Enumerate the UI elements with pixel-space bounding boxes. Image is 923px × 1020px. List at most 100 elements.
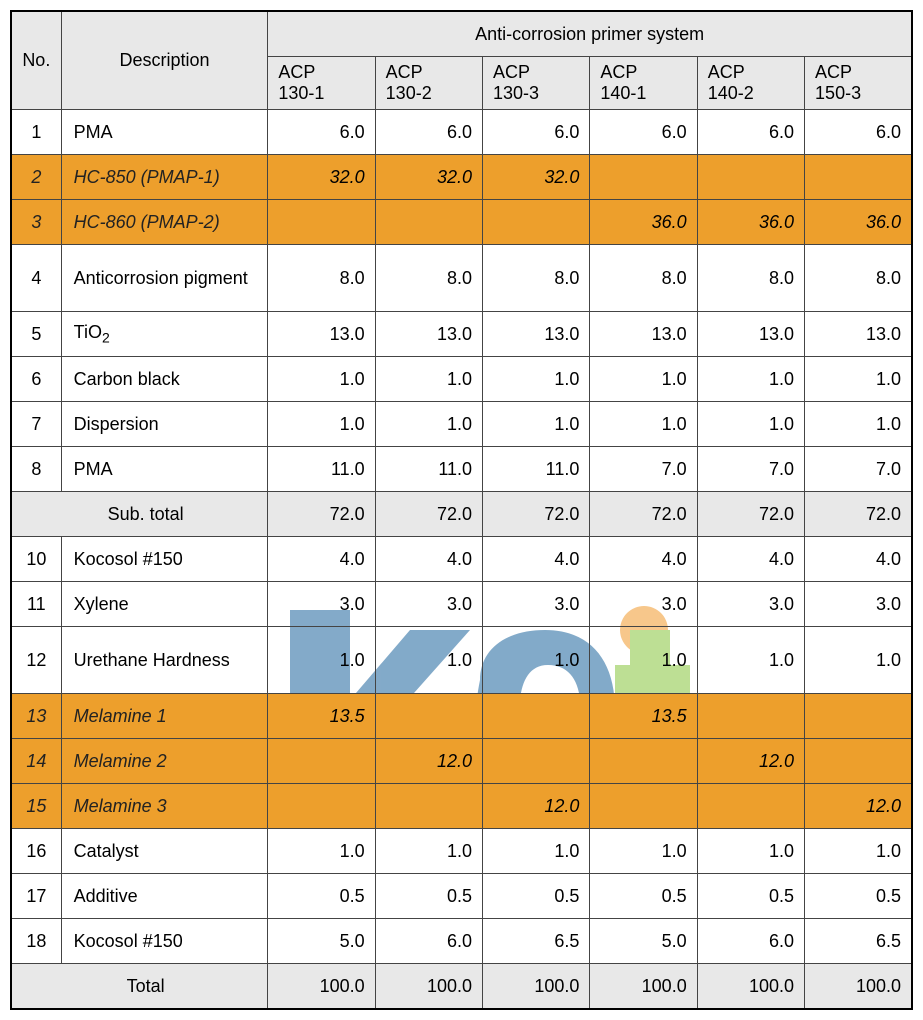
cell-value: 1.0 bbox=[375, 627, 482, 694]
row-desc: Urethane Hardness bbox=[61, 627, 268, 694]
cell-value: 1.0 bbox=[375, 829, 482, 874]
cell-value: 32.0 bbox=[268, 155, 375, 200]
table-row: 10Kocosol #1504.04.04.04.04.04.0 bbox=[11, 537, 912, 582]
header-col-0: ACP130-1 bbox=[268, 57, 375, 110]
cell-value: 6.5 bbox=[805, 919, 912, 964]
cell-value: 3.0 bbox=[697, 582, 804, 627]
row-desc: HC-860 (PMAP-2) bbox=[61, 200, 268, 245]
row-no: 8 bbox=[11, 447, 61, 492]
cell-value: 3.0 bbox=[805, 582, 912, 627]
row-label: Total bbox=[11, 964, 268, 1010]
cell-value: 1.0 bbox=[697, 402, 804, 447]
row-label: Sub. total bbox=[11, 492, 268, 537]
cell-value: 7.0 bbox=[697, 447, 804, 492]
cell-value bbox=[590, 739, 697, 784]
cell-value: 100.0 bbox=[375, 964, 482, 1010]
cell-value: 1.0 bbox=[375, 402, 482, 447]
table-row: 7Dispersion1.01.01.01.01.01.0 bbox=[11, 402, 912, 447]
cell-value: 1.0 bbox=[697, 357, 804, 402]
cell-value bbox=[375, 694, 482, 739]
cell-value: 1.0 bbox=[590, 627, 697, 694]
cell-value: 72.0 bbox=[483, 492, 590, 537]
row-desc: Catalyst bbox=[61, 829, 268, 874]
cell-value: 1.0 bbox=[697, 829, 804, 874]
cell-value: 0.5 bbox=[375, 874, 482, 919]
cell-value: 36.0 bbox=[590, 200, 697, 245]
table-row: 15Melamine 312.012.0 bbox=[11, 784, 912, 829]
cell-value: 1.0 bbox=[375, 357, 482, 402]
table-row: Sub. total72.072.072.072.072.072.0 bbox=[11, 492, 912, 537]
cell-value: 100.0 bbox=[483, 964, 590, 1010]
cell-value: 0.5 bbox=[483, 874, 590, 919]
row-no: 1 bbox=[11, 110, 61, 155]
row-desc: Kocosol #150 bbox=[61, 537, 268, 582]
row-no: 7 bbox=[11, 402, 61, 447]
row-no: 18 bbox=[11, 919, 61, 964]
cell-value bbox=[590, 784, 697, 829]
cell-value bbox=[697, 694, 804, 739]
row-no: 12 bbox=[11, 627, 61, 694]
row-desc: Melamine 3 bbox=[61, 784, 268, 829]
cell-value: 4.0 bbox=[805, 537, 912, 582]
table-container: No. Description Anti-corrosion primer sy… bbox=[10, 10, 913, 1010]
table-row: 16Catalyst1.01.01.01.01.01.0 bbox=[11, 829, 912, 874]
cell-value: 6.0 bbox=[590, 110, 697, 155]
header-col-4: ACP140-2 bbox=[697, 57, 804, 110]
header-group: Anti-corrosion primer system bbox=[268, 11, 912, 57]
table-row: 4Anticorrosion pigment8.08.08.08.08.08.0 bbox=[11, 245, 912, 312]
table-row: 5TiO213.013.013.013.013.013.0 bbox=[11, 312, 912, 357]
cell-value bbox=[375, 200, 482, 245]
row-no: 6 bbox=[11, 357, 61, 402]
cell-value: 100.0 bbox=[590, 964, 697, 1010]
cell-value: 13.5 bbox=[268, 694, 375, 739]
table-row: 14Melamine 212.012.0 bbox=[11, 739, 912, 784]
cell-value: 8.0 bbox=[268, 245, 375, 312]
cell-value: 12.0 bbox=[375, 739, 482, 784]
table-body: 1PMA6.06.06.06.06.06.02HC-850 (PMAP-1)32… bbox=[11, 110, 912, 1010]
cell-value: 100.0 bbox=[697, 964, 804, 1010]
cell-value: 32.0 bbox=[483, 155, 590, 200]
table-row: 11Xylene3.03.03.03.03.03.0 bbox=[11, 582, 912, 627]
cell-value: 6.0 bbox=[805, 110, 912, 155]
cell-value: 1.0 bbox=[268, 627, 375, 694]
row-desc: PMA bbox=[61, 447, 268, 492]
table-row: 6Carbon black1.01.01.01.01.01.0 bbox=[11, 357, 912, 402]
cell-value: 3.0 bbox=[483, 582, 590, 627]
cell-value: 1.0 bbox=[483, 627, 590, 694]
cell-value: 1.0 bbox=[805, 357, 912, 402]
cell-value: 1.0 bbox=[483, 357, 590, 402]
cell-value: 8.0 bbox=[697, 245, 804, 312]
cell-value bbox=[697, 155, 804, 200]
cell-value: 0.5 bbox=[805, 874, 912, 919]
cell-value: 7.0 bbox=[590, 447, 697, 492]
cell-value: 13.0 bbox=[697, 312, 804, 357]
row-desc: HC-850 (PMAP-1) bbox=[61, 155, 268, 200]
table-row: Total100.0100.0100.0100.0100.0100.0 bbox=[11, 964, 912, 1010]
cell-value bbox=[697, 784, 804, 829]
header-no: No. bbox=[11, 11, 61, 110]
cell-value: 36.0 bbox=[805, 200, 912, 245]
cell-value: 6.0 bbox=[483, 110, 590, 155]
cell-value bbox=[483, 694, 590, 739]
header-col-2: ACP130-3 bbox=[483, 57, 590, 110]
cell-value: 12.0 bbox=[697, 739, 804, 784]
cell-value: 6.0 bbox=[375, 919, 482, 964]
cell-value: 13.0 bbox=[590, 312, 697, 357]
row-desc: Xylene bbox=[61, 582, 268, 627]
cell-value bbox=[805, 694, 912, 739]
cell-value bbox=[375, 784, 482, 829]
cell-value: 11.0 bbox=[483, 447, 590, 492]
cell-value: 0.5 bbox=[590, 874, 697, 919]
cell-value: 3.0 bbox=[375, 582, 482, 627]
cell-value: 6.0 bbox=[375, 110, 482, 155]
cell-value: 36.0 bbox=[697, 200, 804, 245]
row-no: 10 bbox=[11, 537, 61, 582]
row-desc: Anticorrosion pigment bbox=[61, 245, 268, 312]
cell-value: 3.0 bbox=[590, 582, 697, 627]
row-desc: Additive bbox=[61, 874, 268, 919]
cell-value: 8.0 bbox=[590, 245, 697, 312]
cell-value bbox=[268, 200, 375, 245]
cell-value: 72.0 bbox=[375, 492, 482, 537]
cell-value: 72.0 bbox=[805, 492, 912, 537]
header-col-5: ACP150-3 bbox=[805, 57, 912, 110]
